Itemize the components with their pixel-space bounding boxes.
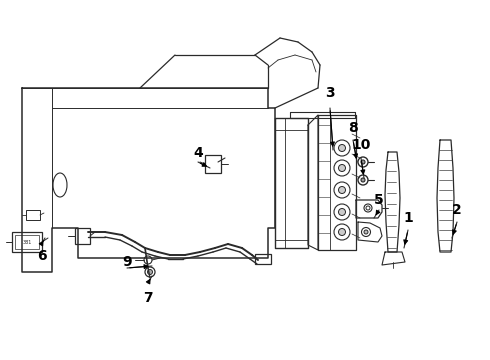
Circle shape <box>339 186 345 194</box>
Bar <box>255 254 271 264</box>
Circle shape <box>339 208 345 216</box>
Bar <box>205 155 221 173</box>
Text: 8: 8 <box>348 121 358 135</box>
Text: 2: 2 <box>452 203 462 217</box>
Text: 5: 5 <box>374 193 384 207</box>
Circle shape <box>361 178 365 182</box>
Bar <box>12 232 42 252</box>
Text: 7: 7 <box>143 291 153 305</box>
Text: 4: 4 <box>193 146 203 160</box>
Circle shape <box>361 160 365 164</box>
Circle shape <box>339 229 345 235</box>
Bar <box>15 235 39 249</box>
Circle shape <box>364 230 368 234</box>
Circle shape <box>147 270 152 274</box>
Text: 10: 10 <box>351 138 371 152</box>
Bar <box>75 228 90 244</box>
Bar <box>26 210 40 220</box>
Text: 1: 1 <box>403 211 413 225</box>
Text: 3: 3 <box>325 86 335 100</box>
Circle shape <box>339 165 345 171</box>
Text: 381: 381 <box>23 239 32 244</box>
Circle shape <box>339 144 345 152</box>
Text: 9: 9 <box>122 255 132 269</box>
Text: 6: 6 <box>37 249 47 263</box>
